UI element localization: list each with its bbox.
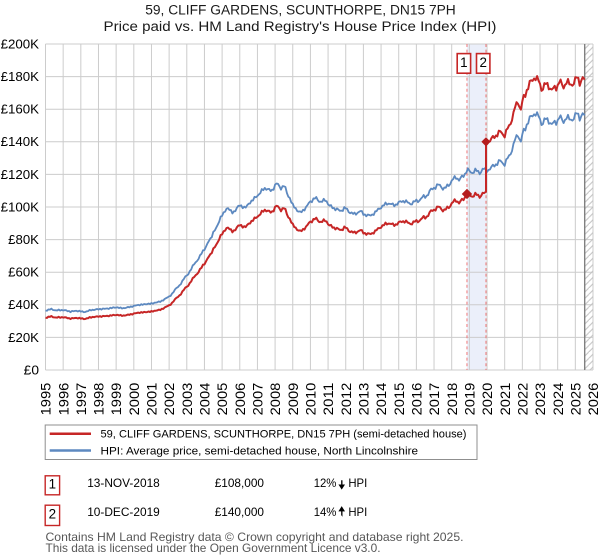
svg-text:2003: 2003 [179, 382, 195, 415]
svg-text:2010: 2010 [303, 382, 319, 415]
svg-text:2014: 2014 [373, 382, 389, 415]
svg-text:£140K: £140K [1, 135, 40, 149]
svg-text:12% ↓ HPI: 12% ↓ HPI [314, 476, 368, 490]
svg-text:£0: £0 [24, 363, 39, 377]
svg-text:2025: 2025 [567, 382, 583, 415]
svg-text:£180K: £180K [1, 70, 40, 84]
svg-text:Price paid vs. HM Land Registr: Price paid vs. HM Land Registry's House … [104, 19, 497, 34]
svg-text:£20K: £20K [8, 331, 39, 345]
svg-text:2013: 2013 [356, 382, 372, 415]
svg-text:1997: 1997 [73, 382, 89, 415]
svg-text:13-NOV-2018: 13-NOV-2018 [87, 476, 160, 490]
svg-text:£60K: £60K [8, 266, 39, 280]
svg-text:2026: 2026 [585, 382, 600, 415]
svg-text:2006: 2006 [232, 382, 248, 415]
svg-text:2015: 2015 [391, 382, 407, 415]
svg-text:£100K: £100K [1, 200, 40, 214]
svg-text:1: 1 [49, 477, 56, 492]
svg-text:2007: 2007 [250, 382, 266, 415]
svg-text:2: 2 [479, 55, 486, 70]
svg-text:59, CLIFF GARDENS, SCUNTHORPE,: 59, CLIFF GARDENS, SCUNTHORPE, DN15 7PH … [101, 429, 467, 441]
svg-text:2: 2 [49, 507, 56, 522]
svg-text:2017: 2017 [426, 382, 442, 415]
svg-text:1995: 1995 [38, 382, 54, 415]
svg-text:£80K: £80K [8, 233, 39, 247]
svg-text:£140,000: £140,000 [215, 505, 265, 519]
svg-text:2016: 2016 [408, 382, 424, 415]
svg-text:14% ↑ HPI: 14% ↑ HPI [314, 505, 368, 519]
svg-text:2019: 2019 [461, 382, 477, 415]
svg-text:2005: 2005 [214, 382, 230, 415]
svg-text:2012: 2012 [338, 382, 354, 415]
svg-text:£108,000: £108,000 [215, 476, 265, 490]
svg-text:1: 1 [460, 55, 467, 70]
svg-text:2022: 2022 [514, 382, 530, 415]
svg-text:This data is licensed under th: This data is licensed under the Open Gov… [46, 541, 381, 555]
svg-text:2002: 2002 [161, 382, 177, 415]
svg-text:1998: 1998 [91, 382, 107, 415]
svg-text:2023: 2023 [532, 382, 548, 415]
svg-text:£40K: £40K [8, 298, 39, 312]
svg-text:59, CLIFF GARDENS, SCUNTHORPE,: 59, CLIFF GARDENS, SCUNTHORPE, DN15 7PH [145, 3, 456, 18]
svg-text:Contains HM Land Registry data: Contains HM Land Registry data © Crown c… [46, 530, 464, 544]
svg-text:1996: 1996 [55, 382, 71, 415]
svg-text:2020: 2020 [479, 382, 495, 415]
svg-text:2001: 2001 [144, 382, 160, 415]
svg-text:2024: 2024 [550, 382, 566, 415]
svg-text:2004: 2004 [197, 382, 213, 415]
svg-text:1999: 1999 [108, 382, 124, 415]
svg-text:2018: 2018 [444, 382, 460, 415]
svg-text:2011: 2011 [320, 382, 336, 415]
svg-text:£120K: £120K [1, 168, 40, 182]
svg-text:2000: 2000 [126, 382, 142, 415]
svg-text:2008: 2008 [267, 382, 283, 415]
svg-text:2021: 2021 [497, 382, 513, 415]
svg-text:2009: 2009 [285, 382, 301, 415]
svg-text:10-DEC-2019: 10-DEC-2019 [87, 505, 160, 519]
svg-text:£160K: £160K [1, 103, 40, 117]
svg-text:£200K: £200K [1, 37, 40, 51]
svg-text:HPI: Average price, semi-detac: HPI: Average price, semi-detached house,… [101, 446, 419, 458]
